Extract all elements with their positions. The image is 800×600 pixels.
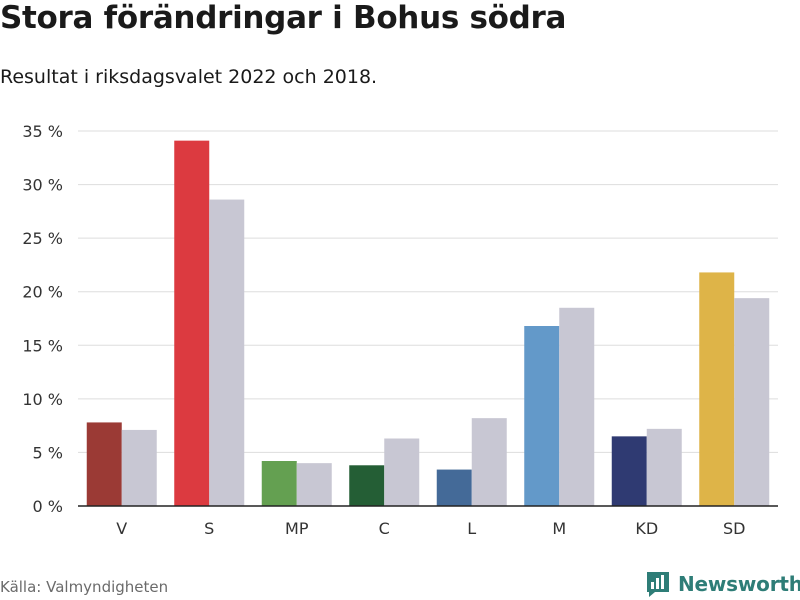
- bar-s-previous: [209, 199, 245, 507]
- bar-m-previous: [559, 307, 595, 506]
- bar-v-previous: [121, 429, 157, 506]
- bar-l-current: [436, 469, 472, 506]
- x-tick-label: V: [116, 519, 127, 538]
- bar-c-previous: [384, 438, 420, 506]
- chart-subtitle: Resultat i riksdagsvalet 2022 och 2018.: [0, 66, 378, 88]
- y-tick-label: 35 %: [22, 122, 63, 141]
- bar-kd-previous: [646, 428, 682, 506]
- y-tick-label: 20 %: [22, 283, 63, 302]
- y-tick-label: 0 %: [33, 497, 63, 516]
- bar-sd-current: [699, 272, 735, 506]
- bar-kd-current: [611, 436, 647, 506]
- x-tick-label: L: [467, 519, 476, 538]
- source-note: Källa: Valmyndigheten: [0, 578, 169, 596]
- bar-l-previous: [471, 418, 507, 506]
- x-tick-label: S: [204, 519, 214, 538]
- y-tick-label: 15 %: [22, 336, 63, 355]
- y-tick-label: 25 %: [22, 229, 63, 248]
- x-tick-label: SD: [723, 519, 745, 538]
- y-tick-label: 10 %: [22, 390, 63, 409]
- x-tick-label: C: [379, 519, 390, 538]
- bar-s-current: [174, 140, 210, 506]
- newsworthy-logo[interactable]: Newsworthy: [645, 570, 800, 598]
- y-tick-label: 5 %: [33, 443, 63, 462]
- x-tick-label: M: [552, 519, 566, 538]
- bar-chart-logo-icon: [647, 572, 669, 597]
- bar-c-current: [349, 465, 385, 506]
- chart-title: Stora förändringar i Bohus södra: [0, 0, 567, 36]
- bar-sd-previous: [734, 298, 770, 506]
- bar-mp-previous: [296, 463, 332, 506]
- bar-mp-current: [261, 461, 297, 506]
- x-tick-label: MP: [285, 519, 309, 538]
- brand-name: Newsworthy: [678, 572, 800, 596]
- x-tick-label: KD: [635, 519, 658, 538]
- bar-v-current: [86, 422, 122, 506]
- bar-m-current: [524, 326, 560, 506]
- y-tick-label: 30 %: [22, 176, 63, 195]
